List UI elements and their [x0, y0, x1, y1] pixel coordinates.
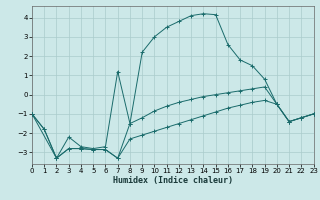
X-axis label: Humidex (Indice chaleur): Humidex (Indice chaleur)	[113, 176, 233, 185]
